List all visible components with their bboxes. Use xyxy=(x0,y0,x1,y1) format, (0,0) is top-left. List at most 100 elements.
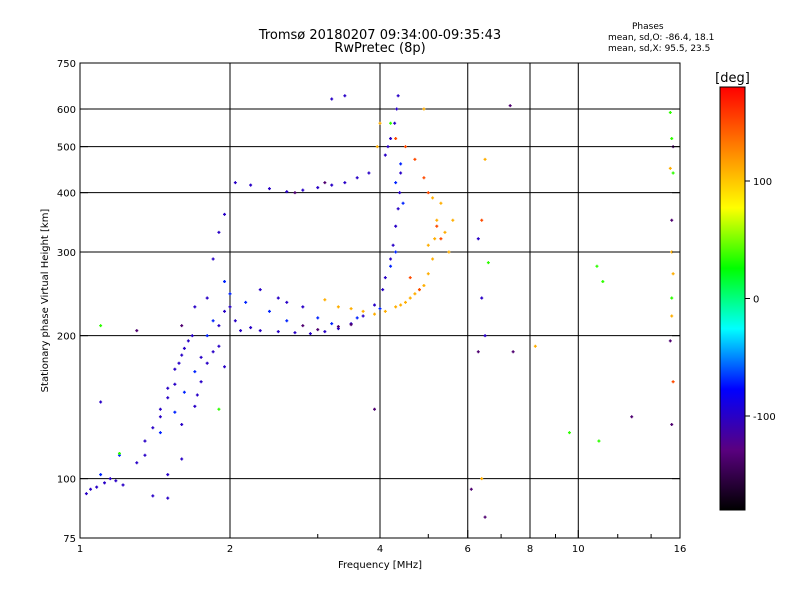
axis-ticks: 1 2 4 6 8 10 16 75 100 200 300 400 500 600 750 xyxy=(57,59,686,555)
data-point xyxy=(398,191,402,195)
y-tick-label: 500 xyxy=(57,143,76,154)
data-point xyxy=(343,94,347,98)
y-tick-label: 200 xyxy=(57,332,76,343)
data-point xyxy=(401,201,405,205)
data-point xyxy=(533,344,537,348)
data-point xyxy=(373,312,377,316)
data-point xyxy=(316,316,320,320)
y-tick-label: 600 xyxy=(57,105,76,116)
data-point xyxy=(199,355,203,359)
data-point xyxy=(668,166,672,170)
data-point xyxy=(89,487,93,491)
data-point xyxy=(394,250,398,254)
data-point xyxy=(186,339,190,343)
data-point xyxy=(323,330,327,334)
data-point xyxy=(439,201,443,205)
data-point xyxy=(394,305,398,309)
data-point xyxy=(451,218,455,222)
data-point xyxy=(417,288,421,292)
data-point xyxy=(483,157,487,161)
x-tick-label: 16 xyxy=(674,544,687,555)
data-point xyxy=(173,410,177,414)
data-point xyxy=(276,330,280,334)
data-point xyxy=(190,334,194,338)
data-point xyxy=(135,461,139,465)
data-point xyxy=(99,400,103,404)
data-point xyxy=(383,309,387,313)
data-point xyxy=(381,288,385,292)
data-point xyxy=(205,334,209,338)
data-point xyxy=(595,264,599,268)
data-point xyxy=(217,344,221,348)
data-point xyxy=(330,322,334,326)
data-point xyxy=(182,390,186,394)
data-point xyxy=(389,257,393,261)
y-tick-label: 400 xyxy=(57,189,76,200)
data-point xyxy=(180,324,184,328)
data-point xyxy=(217,230,221,234)
grid-lines xyxy=(80,63,680,538)
y-tick-label: 75 xyxy=(63,534,76,545)
data-point xyxy=(177,361,181,365)
data-point xyxy=(166,396,170,400)
data-point xyxy=(182,346,186,350)
data-point xyxy=(193,305,197,309)
data-point xyxy=(114,479,118,483)
data-points xyxy=(84,94,675,519)
x-tick-label: 8 xyxy=(527,544,533,555)
data-point xyxy=(431,257,435,261)
data-point xyxy=(671,272,675,276)
data-point xyxy=(233,181,237,185)
data-point xyxy=(143,439,147,443)
data-point xyxy=(267,187,271,191)
data-point xyxy=(403,145,407,149)
data-point xyxy=(99,473,103,477)
data-point xyxy=(422,176,426,180)
data-point xyxy=(389,121,393,125)
y-axis-label: Stationary phase Virtual Height [km] xyxy=(40,209,51,393)
chart-title: Tromsø 20180207 09:34:00-09:35:43 xyxy=(258,28,502,43)
colorbar-ticks: 100 0 -100 xyxy=(745,177,776,423)
data-point xyxy=(151,426,155,430)
data-point xyxy=(316,328,320,332)
data-point xyxy=(408,276,412,280)
data-point xyxy=(630,415,634,419)
data-point xyxy=(301,188,305,192)
data-point xyxy=(166,496,170,500)
data-point xyxy=(433,237,437,241)
data-point xyxy=(267,309,271,313)
data-point xyxy=(378,307,382,311)
data-point xyxy=(343,181,347,185)
data-point xyxy=(151,494,155,498)
data-point xyxy=(316,186,320,190)
data-point xyxy=(373,303,377,307)
phases-o-stats: mean, sd,O: -86.4, 18.1 xyxy=(608,33,715,43)
data-point xyxy=(483,515,487,519)
x-tick-label: 6 xyxy=(465,544,471,555)
y-tick-label: 750 xyxy=(57,59,76,70)
data-point xyxy=(293,331,297,335)
data-point xyxy=(396,207,400,211)
data-point xyxy=(205,361,209,365)
data-point xyxy=(193,404,197,408)
data-point xyxy=(180,457,184,461)
x-tick-label: 10 xyxy=(572,544,585,555)
data-point xyxy=(158,431,162,435)
data-point xyxy=(276,296,280,300)
data-point xyxy=(396,94,400,98)
data-point xyxy=(158,415,162,419)
data-point xyxy=(211,350,215,354)
data-point xyxy=(361,309,365,313)
data-point xyxy=(180,423,184,427)
data-point xyxy=(330,97,334,101)
data-point xyxy=(99,324,103,328)
data-point xyxy=(217,324,221,328)
data-point xyxy=(383,276,387,280)
data-point xyxy=(223,212,227,216)
data-point xyxy=(373,407,377,411)
data-point xyxy=(422,284,426,288)
data-point xyxy=(301,305,305,309)
data-point xyxy=(166,473,170,477)
data-point xyxy=(431,196,435,200)
